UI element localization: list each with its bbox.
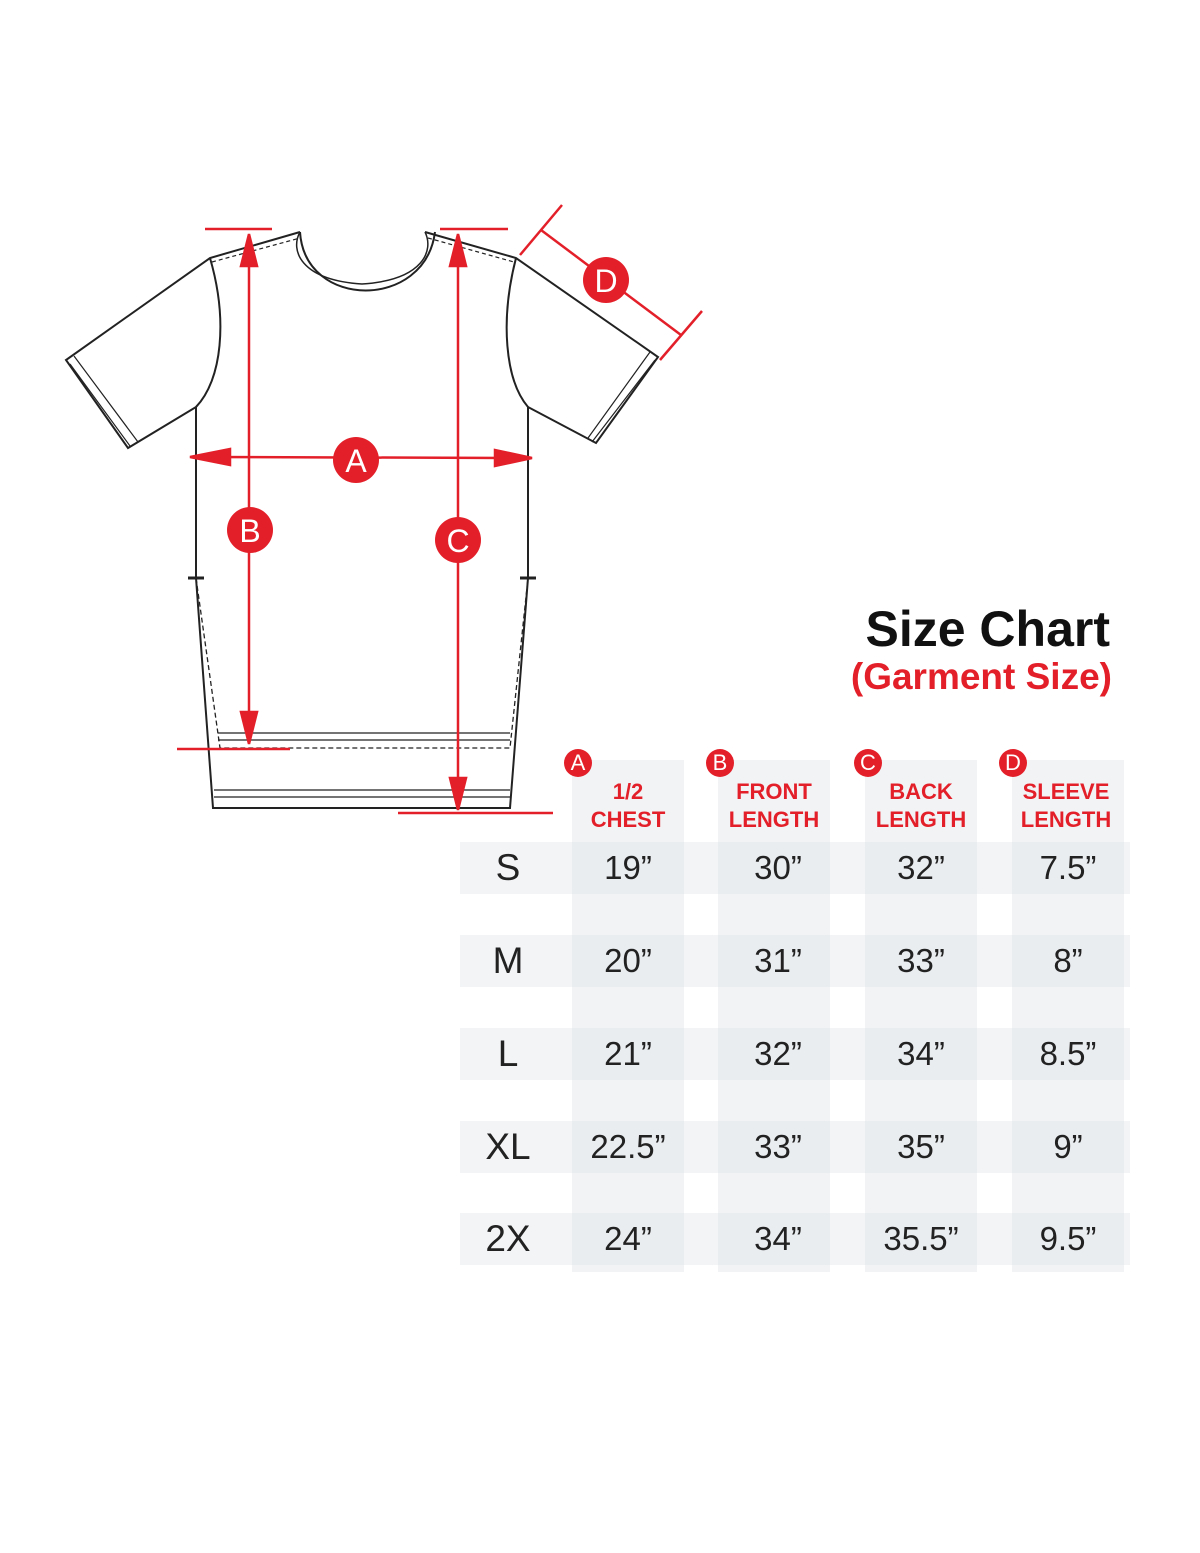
label-a: A bbox=[345, 443, 367, 479]
header-line: 1/2 bbox=[612, 779, 644, 804]
row-band bbox=[460, 935, 1130, 987]
table-cell: 8.5” bbox=[1039, 1035, 1097, 1072]
row-band bbox=[460, 842, 1130, 894]
table-cell: 21” bbox=[604, 1035, 652, 1072]
col-band bbox=[718, 760, 830, 1272]
table-cell: 22.5” bbox=[590, 1128, 666, 1165]
chart-subtitle: (Garment Size) bbox=[850, 656, 1112, 697]
header-line: LENGTH bbox=[1020, 807, 1112, 832]
header-line: FRONT bbox=[736, 779, 812, 804]
header-line: LENGTH bbox=[728, 807, 820, 832]
header-back-length: BACK LENGTH bbox=[851, 778, 991, 834]
arrow-a-right bbox=[493, 448, 533, 468]
header-line: SLEEVE bbox=[1022, 779, 1110, 804]
tshirt-outline bbox=[64, 231, 660, 809]
label-b: B bbox=[239, 513, 260, 549]
col-band bbox=[572, 760, 684, 1272]
chart-title: Size Chart bbox=[865, 601, 1110, 657]
header-badge-b: B bbox=[706, 749, 734, 777]
label-d: D bbox=[594, 263, 617, 299]
label-c: C bbox=[446, 523, 469, 559]
arrow-a-left bbox=[189, 447, 232, 467]
header-line: CHEST bbox=[590, 807, 666, 832]
table-cell: 33” bbox=[754, 1128, 802, 1165]
table-cell: 9” bbox=[1053, 1128, 1083, 1165]
table-cell: 34” bbox=[754, 1220, 802, 1257]
table-cell: 9.5” bbox=[1039, 1220, 1097, 1257]
row-band bbox=[460, 1213, 1130, 1265]
table-cell: 8” bbox=[1053, 942, 1083, 979]
header-sleeve-length: SLEEVE LENGTH bbox=[996, 778, 1136, 834]
table-cell: 24” bbox=[604, 1220, 652, 1257]
table-cell: 31” bbox=[754, 942, 802, 979]
measurement-lines bbox=[177, 204, 703, 815]
header-line: BACK bbox=[889, 779, 953, 804]
table-cell: 35” bbox=[897, 1128, 945, 1165]
table-cell: 34” bbox=[897, 1035, 945, 1072]
row-band bbox=[460, 1121, 1130, 1173]
table-cell: 7.5” bbox=[1039, 849, 1097, 886]
table-cell: 33” bbox=[897, 942, 945, 979]
table-cell: 20” bbox=[604, 942, 652, 979]
size-label: S bbox=[495, 847, 521, 888]
header-chest: 1/2 CHEST bbox=[558, 778, 698, 834]
header-badge-d: D bbox=[999, 749, 1027, 777]
size-label: L bbox=[497, 1033, 519, 1074]
size-label: XL bbox=[485, 1126, 531, 1167]
header-front-length: FRONT LENGTH bbox=[704, 778, 844, 834]
table-cell: 30” bbox=[754, 849, 802, 886]
row-band bbox=[460, 1028, 1130, 1080]
header-badge-c: C bbox=[854, 749, 882, 777]
table-cell: 19” bbox=[604, 849, 652, 886]
measurement-badges: A B C D bbox=[227, 257, 629, 563]
table-cell: 32” bbox=[754, 1035, 802, 1072]
table-cell: 35.5” bbox=[883, 1220, 959, 1257]
col-band bbox=[1012, 760, 1124, 1272]
col-band bbox=[865, 760, 977, 1272]
header-line: LENGTH bbox=[875, 807, 967, 832]
header-badge-a: A bbox=[564, 749, 592, 777]
size-label: 2X bbox=[485, 1218, 531, 1259]
table-cell: 32” bbox=[897, 849, 945, 886]
size-label: M bbox=[492, 940, 524, 981]
